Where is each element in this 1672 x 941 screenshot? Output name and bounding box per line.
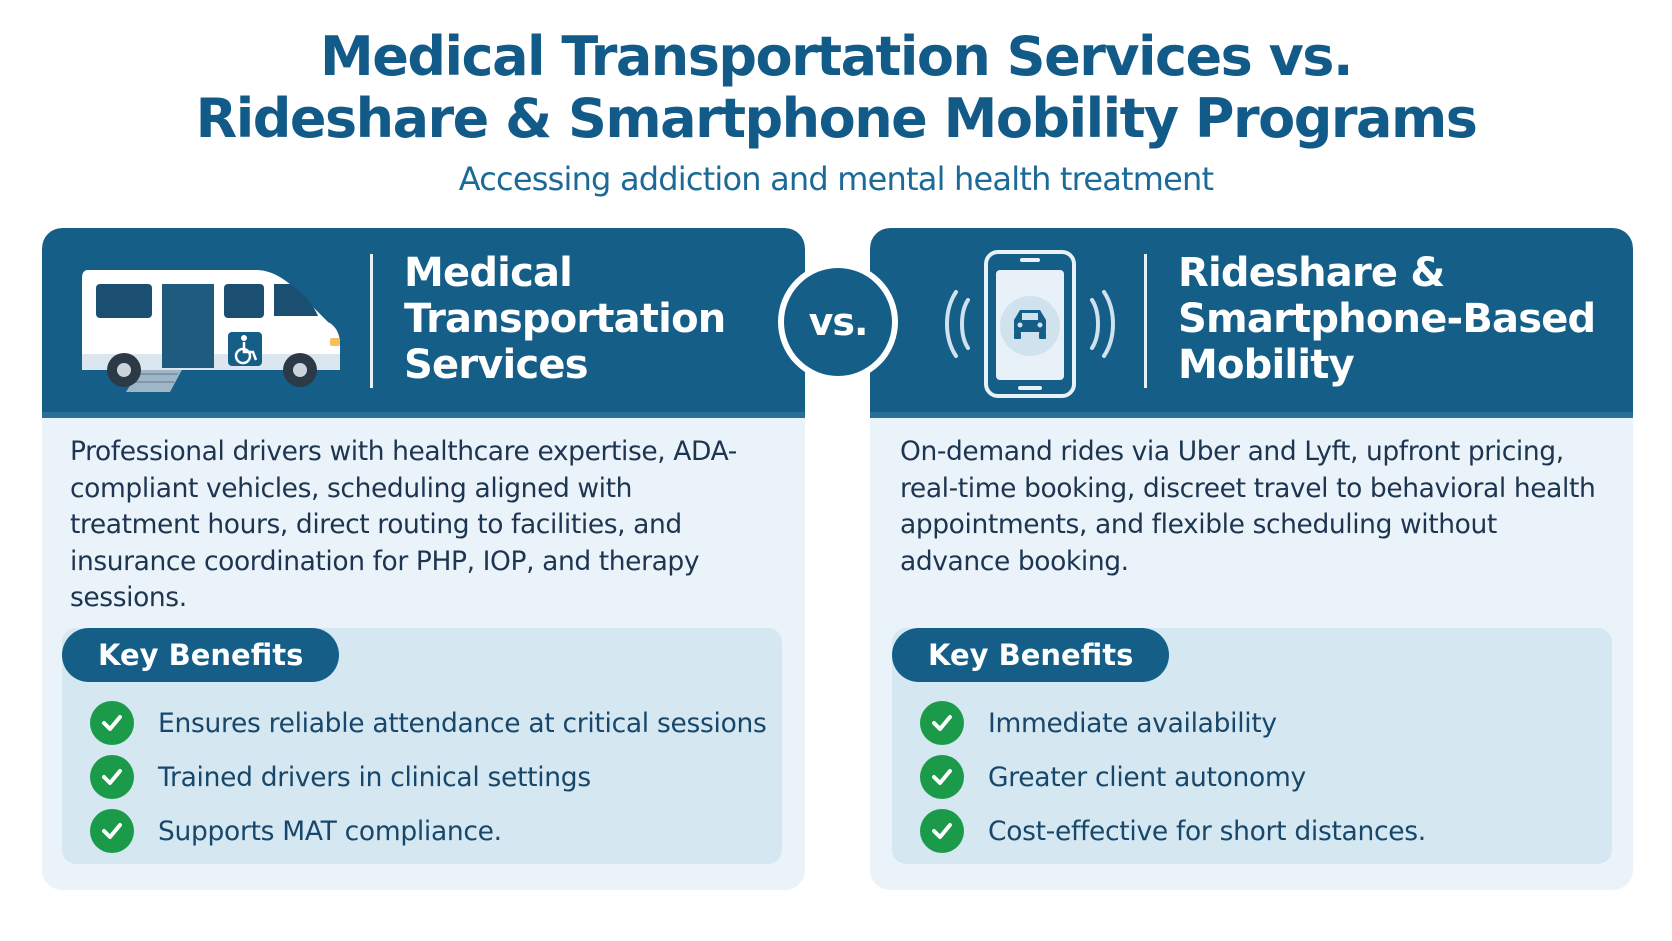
header-divider	[370, 254, 373, 388]
header-divider	[1144, 254, 1147, 388]
benefit-list: Ensures reliable attendance at critical …	[90, 696, 767, 858]
medical-transport-header: Medical Transportation Services	[42, 228, 805, 412]
key-benefits-box: Key Benefits Immediate availability Grea…	[892, 628, 1612, 864]
benefit-text: Immediate availability	[988, 707, 1277, 739]
list-item: Greater client autonomy	[920, 750, 1426, 804]
page-subtitle: Accessing addiction and mental health tr…	[458, 160, 1214, 198]
list-item: Immediate availability	[920, 696, 1426, 750]
list-item: Cost-effective for short distances.	[920, 804, 1426, 858]
benefit-text: Ensures reliable attendance at critical …	[158, 707, 767, 739]
benefit-text: Cost-effective for short distances.	[988, 815, 1426, 847]
key-benefits-label: Key Benefits	[62, 628, 340, 682]
list-item: Supports MAT compliance.	[90, 804, 766, 858]
medical-transport-card: Medical Transportation Services Professi…	[42, 228, 805, 890]
title-line: Services	[404, 342, 589, 388]
check-icon	[920, 701, 964, 745]
page-title-line-2: Rideshare & Smartphone Mobility Programs	[195, 87, 1478, 150]
title-line: Smartphone-Based	[1178, 296, 1596, 342]
check-icon	[90, 755, 134, 799]
vs-badge: vs.	[778, 262, 898, 382]
benefit-text: Supports MAT compliance.	[158, 815, 502, 847]
rideshare-title: Rideshare & Smartphone-Based Mobility	[1178, 250, 1596, 388]
wheelchair-van-icon	[82, 270, 340, 392]
list-item: Trained drivers in clinical settings	[90, 750, 766, 804]
title-line: Medical	[404, 250, 573, 296]
benefit-text: Greater client autonomy	[988, 761, 1306, 793]
key-benefits-box: Key Benefits Ensures reliable attendance…	[62, 628, 782, 864]
check-icon	[90, 809, 134, 853]
rideshare-header: Rideshare & Smartphone-Based Mobility	[870, 228, 1633, 412]
rideshare-card: Rideshare & Smartphone-Based Mobility On…	[870, 228, 1633, 890]
title-line: Transportation	[404, 296, 726, 342]
title-line: Mobility	[1178, 342, 1355, 388]
benefit-text: Trained drivers in clinical settings	[158, 761, 591, 793]
check-icon	[920, 809, 964, 853]
page-title-line-1: Medical Transportation Services vs.	[320, 25, 1353, 88]
medical-transport-title: Medical Transportation Services	[404, 250, 726, 388]
benefit-list: Immediate availability Greater client au…	[920, 696, 1426, 858]
title-line: Rideshare &	[1178, 250, 1445, 296]
check-icon	[90, 701, 134, 745]
key-benefits-label: Key Benefits	[892, 628, 1170, 682]
medical-transport-description: Professional drivers with healthcare exp…	[70, 436, 737, 613]
check-icon	[920, 755, 964, 799]
header: Medical Transportation Services vs. Ride…	[0, 25, 1672, 199]
list-item: Ensures reliable attendance at critical …	[90, 696, 767, 750]
rideshare-description: On-demand rides via Uber and Lyft, upfro…	[900, 436, 1596, 577]
smartphone-car-icon	[945, 250, 1115, 398]
